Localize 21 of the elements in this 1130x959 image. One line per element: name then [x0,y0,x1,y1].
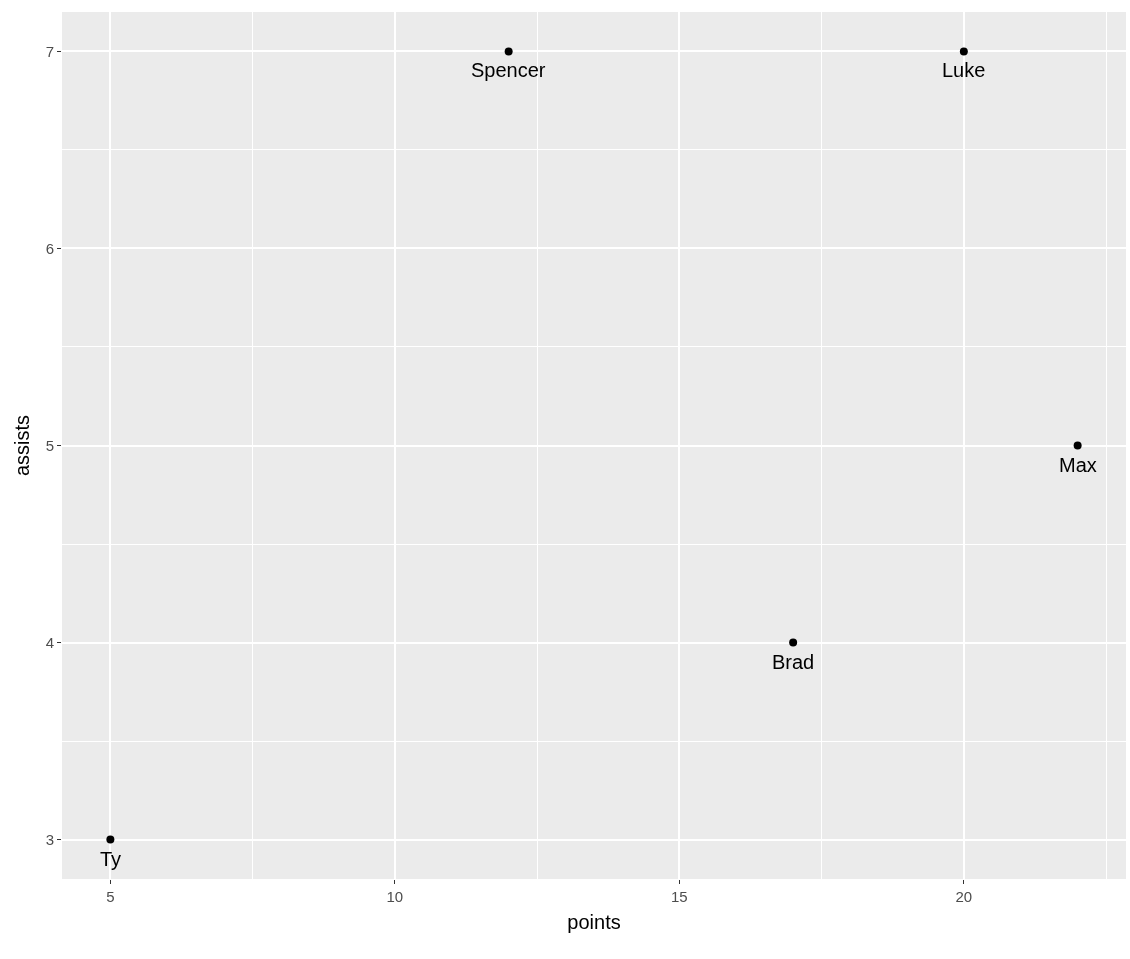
x-tick-label: 15 [671,888,688,905]
x-tick-label: 20 [955,888,973,905]
point [504,47,513,56]
x-tick-label: 5 [106,888,115,905]
annotation: Spencer [471,59,546,81]
point [106,835,115,844]
y-tick-label: 3 [45,830,54,848]
point [959,47,968,56]
point [789,638,798,647]
point [1073,441,1082,450]
x-axis-title: points [567,910,621,933]
annotation: Brad [772,651,815,673]
y-tick-label: 5 [45,436,54,454]
y-tick-label: 7 [45,42,54,60]
annotation: Luke [942,59,986,81]
y-tick-label: 6 [45,239,54,257]
annotation: Ty [100,848,122,870]
y-tick-label: 4 [45,633,54,651]
y-axis-title: assists [11,414,34,477]
annotation: Max [1059,454,1097,476]
x-tick-label: 10 [386,888,404,905]
